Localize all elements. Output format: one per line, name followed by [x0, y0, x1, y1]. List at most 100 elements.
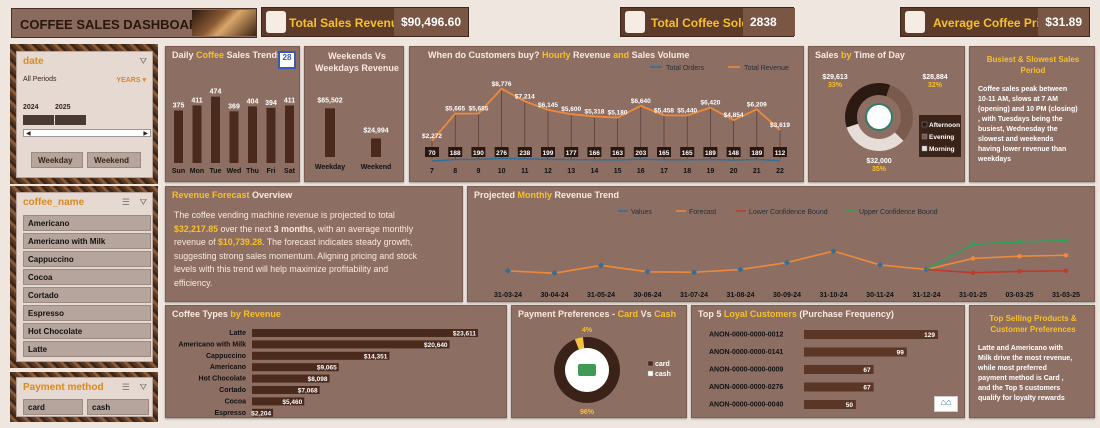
legend-text: Values	[631, 209, 652, 216]
customer-bar	[804, 330, 938, 339]
type-label: Latte	[229, 330, 246, 337]
orders-data-label: 70	[428, 150, 436, 157]
payment-item-card[interactable]: card	[23, 399, 83, 415]
weekday-button[interactable]: Weekday	[31, 152, 83, 168]
type-value-label: $2,204	[251, 410, 271, 417]
projected-tick-label: 31-03-25	[1052, 292, 1080, 299]
daily-tick-label: Sun	[172, 168, 185, 175]
loyal-customers-panel: Top 5 Loyal Customers (Purchase Frequenc…	[691, 305, 965, 418]
coffee-cup-icon	[905, 11, 925, 33]
timeline-bar-2024[interactable]	[23, 115, 54, 125]
daily-bar	[211, 96, 220, 163]
revenue-data-label: $7,214	[515, 93, 535, 100]
timeline-scrollbar[interactable]: ◀ ▶	[23, 129, 151, 137]
revenue-data-label: $5,458	[654, 107, 674, 114]
revenue-data-label: $5,180	[608, 110, 628, 117]
legend-text: Morning	[929, 146, 955, 153]
coffee-item[interactable]: Americano	[23, 215, 151, 231]
daily-bar-label: 369	[228, 103, 240, 110]
type-bar	[252, 397, 305, 406]
daily-bar	[248, 106, 257, 163]
revenue-series-line	[431, 87, 781, 142]
orders-data-label: 163	[612, 150, 623, 157]
time-of-day-slice	[845, 83, 891, 128]
orders-label-box	[587, 147, 602, 157]
legend-swatch	[921, 133, 928, 140]
orders-data-label: 190	[473, 150, 484, 157]
loyal-customers-chart: ANON-0000-0000-0012 129 ANON-0000-0000-014…	[709, 330, 938, 409]
revenue-data-label: $5,600	[561, 106, 581, 113]
revenue-data-label: $6,209	[747, 101, 767, 108]
type-value-label: $7,068	[298, 388, 318, 395]
hourly-tick-label: 19	[707, 168, 715, 175]
orders-label-box	[726, 147, 741, 157]
payment-method-slicer: Payment method ☰ ⛛ card cash	[16, 377, 153, 417]
customer-label: ANON-0000-0000-0040	[709, 402, 783, 409]
projected-series-line	[926, 268, 1067, 274]
multi-select-icon[interactable]: ☰	[121, 382, 130, 392]
type-bar	[252, 329, 478, 337]
legend-swatch	[647, 360, 654, 367]
hourly-tick-label: 13	[567, 168, 575, 175]
weekend-button[interactable]: Weekend	[87, 152, 141, 168]
orders-data-label: 276	[496, 150, 507, 157]
projected-tick-label: 31-03-24	[494, 292, 522, 299]
projected-marker	[970, 242, 976, 247]
type-bar	[252, 363, 339, 372]
clear-filter-icon[interactable]: ⛛	[139, 56, 147, 66]
coffee-item[interactable]: Americano with Milk	[23, 233, 151, 249]
insight-line: Latte and Americano with	[978, 345, 1063, 352]
years-dropdown[interactable]: YEARS ▾	[116, 77, 146, 84]
value-marker	[644, 268, 651, 275]
multi-select-icon[interactable]: ☰	[121, 197, 130, 207]
hourly-tick-label: 16	[637, 168, 645, 175]
weekday-weekend-label: $24,994	[363, 127, 388, 134]
legend-text: card	[655, 361, 670, 368]
projected-marker	[1017, 239, 1022, 245]
orders-data-label: 165	[659, 150, 670, 157]
type-value-label: $8,098	[308, 376, 328, 383]
revenue-data-label: $6,145	[538, 102, 558, 109]
orders-label-box	[773, 147, 787, 157]
value-marker	[737, 266, 744, 273]
coffee-cup-icon	[625, 11, 645, 33]
payment-item-cash[interactable]: cash	[87, 399, 149, 415]
daily-sales-chart: 375 Sun 411 Mon 474 Tue 369 Wed 404 Thu 394 Fri 411 S…	[172, 89, 296, 175]
clear-filter-icon[interactable]: ⛛	[139, 197, 147, 207]
time-of-day-label: $29,613	[822, 74, 847, 81]
orders-label-box	[494, 147, 509, 157]
daily-tick-label: Sat	[284, 168, 296, 175]
clear-filter-icon[interactable]: ⛛	[139, 382, 147, 392]
hourly-tick-label: 17	[660, 168, 668, 175]
hourly-tick-label: 12	[544, 168, 552, 175]
money-bag-icon	[266, 11, 286, 33]
type-bar	[252, 374, 330, 383]
orders-label-box	[564, 147, 579, 157]
coffee-item[interactable]: Cappuccino	[23, 251, 151, 267]
value-marker	[691, 269, 697, 276]
payment-card-percent: 96%	[580, 409, 595, 416]
timeline-bar-2025[interactable]	[55, 115, 86, 125]
coffee-item[interactable]: Cortado	[23, 287, 151, 303]
daily-tick-label: Mon	[190, 168, 204, 175]
projected-series-line	[926, 254, 1067, 271]
projected-tick-label: 31-07-24	[680, 292, 708, 299]
coffee-item[interactable]: Hot Chocolate	[23, 323, 151, 339]
insight-line: busiest, Wednesday the	[978, 126, 1058, 133]
value-marker	[505, 267, 511, 274]
revenue-data-label: $3,619	[770, 122, 790, 129]
orders-label-box	[541, 147, 555, 157]
daily-bar-label: 411	[191, 97, 202, 104]
projected-marker	[1017, 253, 1022, 259]
coffee-item[interactable]: Cocoa	[23, 269, 151, 285]
coffee-item[interactable]: Latte	[23, 341, 151, 357]
orders-label-box	[657, 147, 671, 157]
orders-label-box	[448, 147, 463, 157]
orders-data-label: 189	[751, 150, 762, 157]
projected-marker	[1063, 238, 1069, 243]
coffee-item[interactable]: Espresso	[23, 305, 151, 321]
weekday-weekend-bar	[371, 138, 381, 157]
customer-bar	[804, 365, 874, 374]
projected-revenue-panel: Projected Monthly Revenue Trend Values Fo…	[467, 186, 1095, 302]
orders-data-label: 238	[519, 150, 530, 157]
